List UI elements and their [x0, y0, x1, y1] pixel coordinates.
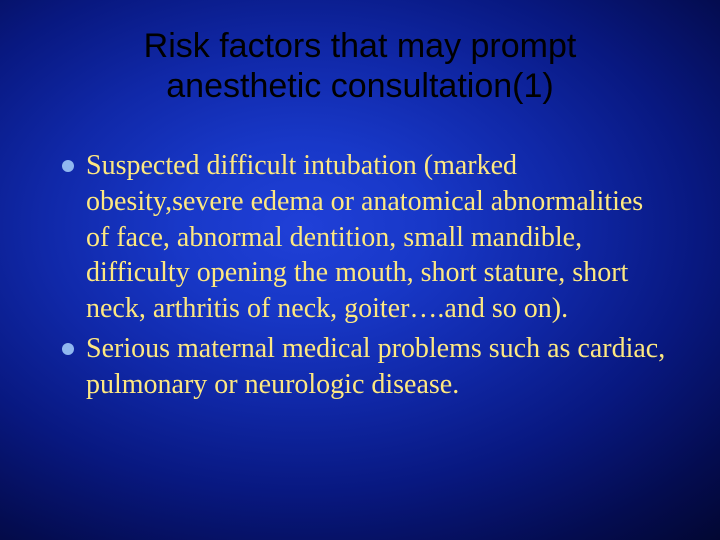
- bullet-icon: [62, 343, 74, 355]
- title-line-1: Risk factors that may prompt: [144, 27, 577, 65]
- slide: Risk factors that may prompt anesthetic …: [0, 0, 720, 540]
- bullet-icon: [62, 160, 74, 172]
- slide-body: Suspected difficult intubation (marked o…: [62, 148, 672, 407]
- title-line-2: anesthetic consultation(1): [166, 67, 553, 105]
- list-item: Suspected difficult intubation (marked o…: [62, 148, 672, 327]
- bullet-text: Serious maternal medical problems such a…: [86, 331, 672, 403]
- bullet-text: Suspected difficult intubation (marked o…: [86, 148, 672, 327]
- list-item: Serious maternal medical problems such a…: [62, 331, 672, 403]
- slide-title: Risk factors that may prompt anesthetic …: [0, 26, 720, 106]
